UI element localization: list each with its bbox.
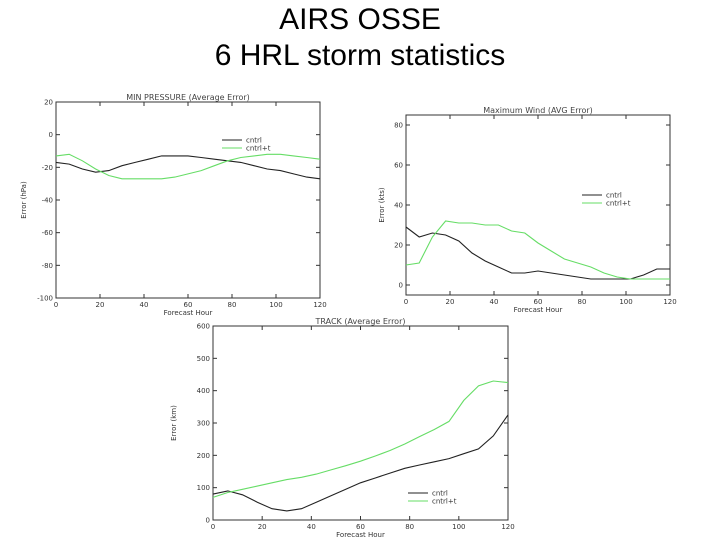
wind-xtick-label: 100 bbox=[619, 298, 632, 306]
wind-xtick-label: 60 bbox=[534, 298, 543, 306]
wind-xtick-label: 80 bbox=[578, 298, 587, 306]
pressure-xtick-label: 100 bbox=[269, 301, 282, 309]
wind-xtick-label: 120 bbox=[663, 298, 676, 306]
track-series-cntrl-t-line bbox=[212, 380, 509, 498]
pressure-xtick-label: 40 bbox=[140, 301, 149, 309]
slide-title-line2: 6 HRL storm statistics bbox=[214, 39, 506, 72]
pressure-ytick-label: -100 bbox=[37, 295, 53, 303]
pressure-ytick-label: 0 bbox=[49, 131, 53, 139]
track-xtick-label: 120 bbox=[501, 523, 514, 531]
wind-xlabel: Forecast Hour bbox=[514, 306, 563, 314]
track-chart-title: TRACK (Average Error) bbox=[315, 317, 406, 326]
track-ylabel: Error (km) bbox=[170, 405, 178, 441]
min-pressure-chart: MIN PRESSURE (Average Error) 0 20 40 60 80 100… bbox=[20, 93, 327, 315]
pressure-xtick-label: 80 bbox=[228, 301, 237, 309]
wind-ytick-label: 80 bbox=[394, 122, 403, 130]
pressure-plot-frame bbox=[55, 101, 321, 299]
wind-legend-label: cntrl bbox=[606, 192, 622, 200]
pressure-ytick-label: 20 bbox=[44, 99, 53, 107]
pressure-chart-title: MIN PRESSURE (Average Error) bbox=[126, 93, 250, 102]
wind-ytick-label: 40 bbox=[394, 202, 403, 210]
track-series-cntrl-line bbox=[212, 414, 509, 512]
wind-ytick-label: 20 bbox=[394, 242, 403, 250]
pressure-ytick-label: -60 bbox=[42, 229, 53, 237]
track-plot-frame bbox=[212, 325, 509, 521]
pressure-ytick-label: -80 bbox=[42, 262, 53, 270]
pressure-ytick-label: -40 bbox=[42, 197, 53, 205]
wind-series-cntrl-t-line bbox=[405, 220, 670, 280]
track-ytick-label: 500 bbox=[197, 355, 210, 363]
pressure-xtick-label: 120 bbox=[313, 301, 326, 309]
wind-xtick-label: 20 bbox=[446, 298, 455, 306]
track-xlabel: Forecast Hour bbox=[336, 531, 385, 538]
max-wind-chart: Maximum Wind (AVG Error) 0 20 40 60 80 100 120 0… bbox=[378, 106, 677, 314]
track-xtick-label: 0 bbox=[211, 523, 215, 531]
track-xtick-label: 80 bbox=[405, 523, 414, 531]
track-ytick-label: 600 bbox=[197, 323, 210, 331]
wind-ylabel: Error (kts) bbox=[378, 187, 386, 222]
pressure-ytick-label: -20 bbox=[42, 164, 53, 172]
wind-legend-label: cntrl+t bbox=[606, 200, 631, 208]
track-xtick-label: 100 bbox=[452, 523, 465, 531]
track-chart: TRACK (Average Error) 0 20 40 60 80 100 120 0 100… bbox=[170, 317, 515, 538]
pressure-xtick-label: 20 bbox=[96, 301, 105, 309]
wind-xtick-label: 40 bbox=[490, 298, 499, 306]
wind-series-cntrl-line bbox=[405, 226, 670, 280]
track-ytick-label: 100 bbox=[197, 484, 210, 492]
wind-chart-title: Maximum Wind (AVG Error) bbox=[483, 106, 593, 115]
pressure-series-cntrl-t-line bbox=[55, 153, 321, 180]
pressure-ylabel: Error (hPa) bbox=[20, 181, 28, 219]
track-xtick-label: 60 bbox=[356, 523, 365, 531]
wind-ytick-label: 0 bbox=[399, 282, 403, 290]
wind-xtick-label: 0 bbox=[404, 298, 408, 306]
slide-title-line1: AIRS OSSE bbox=[279, 3, 441, 36]
track-xtick-label: 20 bbox=[258, 523, 267, 531]
pressure-legend-label: cntrl+t bbox=[246, 145, 271, 153]
track-ytick-label: 200 bbox=[197, 452, 210, 460]
slide-title: AIRS OSSE 6 HRL storm statistics bbox=[0, 2, 720, 74]
track-ytick-label: 400 bbox=[197, 387, 210, 395]
track-legend-label: cntrl bbox=[432, 490, 448, 498]
track-ytick-label: 300 bbox=[197, 420, 210, 428]
track-legend-label: cntrl+t bbox=[432, 498, 457, 506]
track-ytick-label: 0 bbox=[206, 517, 210, 525]
track-xtick-label: 40 bbox=[307, 523, 316, 531]
pressure-xtick-label: 60 bbox=[184, 301, 193, 309]
pressure-xtick-label: 0 bbox=[54, 301, 58, 309]
pressure-xlabel: Forecast Hour bbox=[164, 309, 213, 315]
pressure-legend-label: cntrl bbox=[246, 137, 262, 145]
wind-ytick-label: 60 bbox=[394, 162, 403, 170]
pressure-series-cntrl-line bbox=[55, 155, 321, 180]
